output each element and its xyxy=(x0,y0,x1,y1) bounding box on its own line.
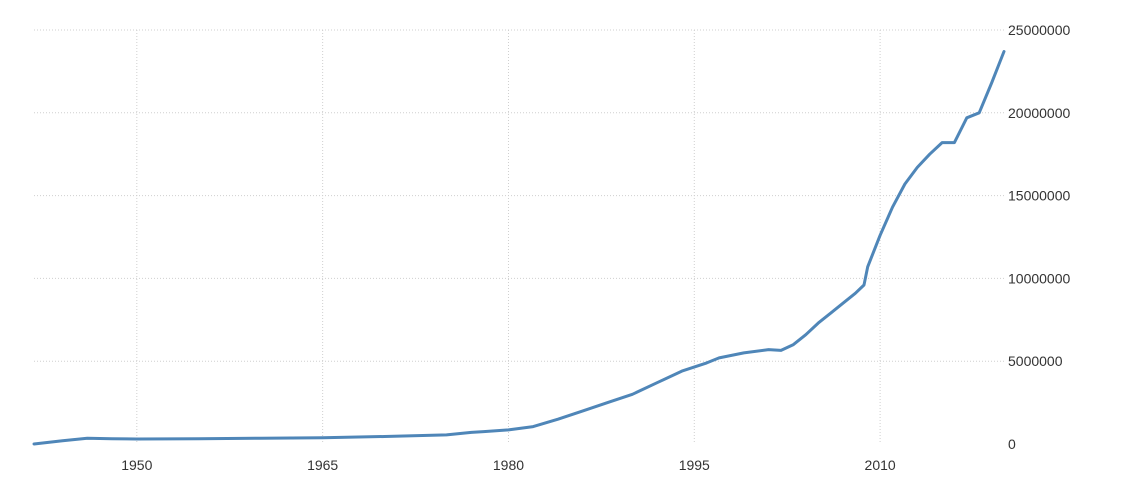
y-tick-label: 5000000 xyxy=(1008,353,1063,369)
vertical-gridlines xyxy=(136,30,881,444)
y-tick-label: 10000000 xyxy=(1008,270,1071,286)
y-tick-label: 25000000 xyxy=(1008,22,1071,38)
x-tick-label: 1965 xyxy=(307,457,338,473)
series-line xyxy=(32,50,1006,446)
y-tick-label: 0 xyxy=(1008,436,1016,452)
x-tick-label: 1980 xyxy=(493,457,524,473)
y-axis-ticks: 0 5000000 10000000 15000000 20000000 25000000 xyxy=(1008,22,1071,452)
x-tick-label: 2010 xyxy=(865,457,896,473)
y-tick-label: 15000000 xyxy=(1008,188,1071,204)
y-tick-label: 20000000 xyxy=(1008,105,1071,121)
x-axis-ticks: 1950 1965 1980 1995 2010 xyxy=(121,457,896,473)
series-group xyxy=(32,50,1006,446)
x-tick-label: 1995 xyxy=(679,457,710,473)
horizontal-gridlines xyxy=(34,29,1004,362)
x-tick-label: 1950 xyxy=(121,457,152,473)
